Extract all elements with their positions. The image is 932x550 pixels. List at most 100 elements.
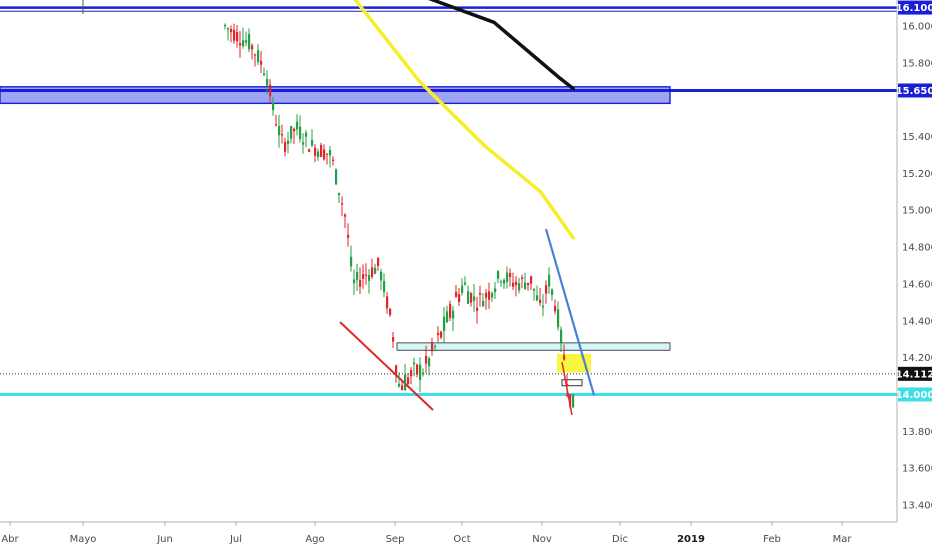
candle-down[interactable] — [449, 303, 452, 318]
candle-down[interactable] — [470, 293, 473, 303]
candles[interactable] — [224, 23, 575, 409]
candle-down[interactable] — [431, 342, 434, 352]
candle-down[interactable] — [323, 149, 326, 160]
candle-down[interactable] — [269, 84, 272, 97]
candle-up[interactable] — [296, 121, 299, 130]
candle-down[interactable] — [389, 308, 392, 315]
candle-up[interactable] — [503, 279, 506, 284]
candle-down[interactable] — [458, 294, 461, 302]
candle-up[interactable] — [413, 362, 416, 365]
candle-down[interactable] — [512, 282, 515, 287]
candle-down[interactable] — [440, 331, 443, 338]
candle-down[interactable] — [530, 276, 533, 284]
candle-up[interactable] — [560, 329, 563, 343]
candle-up[interactable] — [557, 309, 560, 328]
candle-up[interactable] — [524, 282, 527, 290]
candle-up[interactable] — [446, 311, 449, 323]
candle-down[interactable] — [416, 364, 419, 375]
candle-down[interactable] — [371, 267, 374, 277]
candle-up[interactable] — [572, 394, 575, 408]
candle-up[interactable] — [278, 126, 281, 136]
candle-up[interactable] — [464, 282, 467, 285]
candle-up[interactable] — [272, 102, 275, 111]
candle-down[interactable] — [392, 337, 395, 342]
candle-up[interactable] — [434, 345, 437, 347]
candle-up[interactable] — [317, 151, 320, 158]
candle-down[interactable] — [395, 365, 398, 374]
candle-up[interactable] — [257, 50, 260, 63]
candle-down[interactable] — [308, 149, 311, 152]
candle-up[interactable] — [419, 364, 422, 380]
candle-down[interactable] — [326, 153, 329, 155]
candle-up[interactable] — [302, 142, 305, 145]
candle-up[interactable] — [500, 281, 503, 283]
candle-up[interactable] — [248, 34, 251, 50]
candle-up[interactable] — [299, 126, 302, 140]
candle-down[interactable] — [377, 257, 380, 266]
candle-down[interactable] — [563, 355, 566, 360]
candle-down[interactable] — [521, 277, 524, 279]
candle-down[interactable] — [545, 285, 548, 294]
candle-down[interactable] — [569, 394, 572, 407]
candle-up[interactable] — [428, 358, 431, 367]
candle-down[interactable] — [515, 281, 518, 286]
candle-down[interactable] — [527, 282, 530, 285]
candle-down[interactable] — [386, 296, 389, 309]
candle-up[interactable] — [533, 288, 536, 291]
candle-up[interactable] — [305, 132, 308, 137]
candle-up[interactable] — [335, 169, 338, 185]
plot-area[interactable] — [0, 0, 897, 416]
candle-down[interactable] — [509, 273, 512, 278]
candle-up[interactable] — [542, 305, 545, 308]
small-marker-box[interactable] — [561, 379, 583, 387]
candle-up[interactable] — [494, 288, 497, 293]
candle-down[interactable] — [275, 124, 278, 126]
candle-up[interactable] — [461, 285, 464, 293]
candle-up[interactable] — [467, 291, 470, 304]
candle-down[interactable] — [479, 293, 482, 295]
candle-down[interactable] — [332, 159, 335, 161]
candle-up[interactable] — [374, 267, 377, 274]
candle-up[interactable] — [518, 283, 521, 291]
candle-up[interactable] — [290, 126, 293, 139]
candle-down[interactable] — [365, 274, 368, 276]
candle-down[interactable] — [251, 45, 254, 50]
candle-down[interactable] — [425, 355, 428, 364]
candle-down[interactable] — [239, 43, 242, 46]
candle-down[interactable] — [362, 274, 365, 279]
candle-up[interactable] — [422, 372, 425, 375]
candle-up[interactable] — [329, 150, 332, 156]
candle-up[interactable] — [491, 293, 494, 298]
trendline-red-1[interactable] — [339, 321, 434, 411]
moving-average-black[interactable] — [428, 0, 575, 91]
candle-up[interactable] — [353, 279, 356, 284]
candle-up[interactable] — [266, 78, 269, 86]
candle-up[interactable] — [536, 295, 539, 301]
candle-down[interactable] — [485, 292, 488, 298]
candle-down[interactable] — [293, 128, 296, 132]
candle-up[interactable] — [548, 274, 551, 287]
candle-up[interactable] — [350, 256, 353, 267]
candle-up[interactable] — [404, 374, 407, 391]
candle-up[interactable] — [383, 281, 386, 293]
candle-down[interactable] — [254, 54, 257, 56]
candle-down[interactable] — [320, 145, 323, 158]
candle-up[interactable] — [452, 310, 455, 319]
candle-up[interactable] — [263, 73, 266, 76]
candle-up[interactable] — [227, 28, 230, 30]
candle-down[interactable] — [359, 280, 362, 287]
candle-down[interactable] — [314, 147, 317, 156]
candle-down[interactable] — [284, 141, 287, 152]
candle-down[interactable] — [260, 60, 263, 65]
candle-up[interactable] — [497, 271, 500, 279]
candle-up[interactable] — [473, 296, 476, 301]
candle-down[interactable] — [539, 299, 542, 303]
candle-down[interactable] — [341, 203, 344, 205]
candle-up[interactable] — [443, 316, 446, 331]
candle-down[interactable] — [488, 291, 491, 300]
candle-down[interactable] — [347, 234, 350, 238]
candle-up[interactable] — [245, 40, 248, 43]
support-zone[interactable] — [396, 342, 671, 351]
candle-down[interactable] — [281, 134, 284, 136]
